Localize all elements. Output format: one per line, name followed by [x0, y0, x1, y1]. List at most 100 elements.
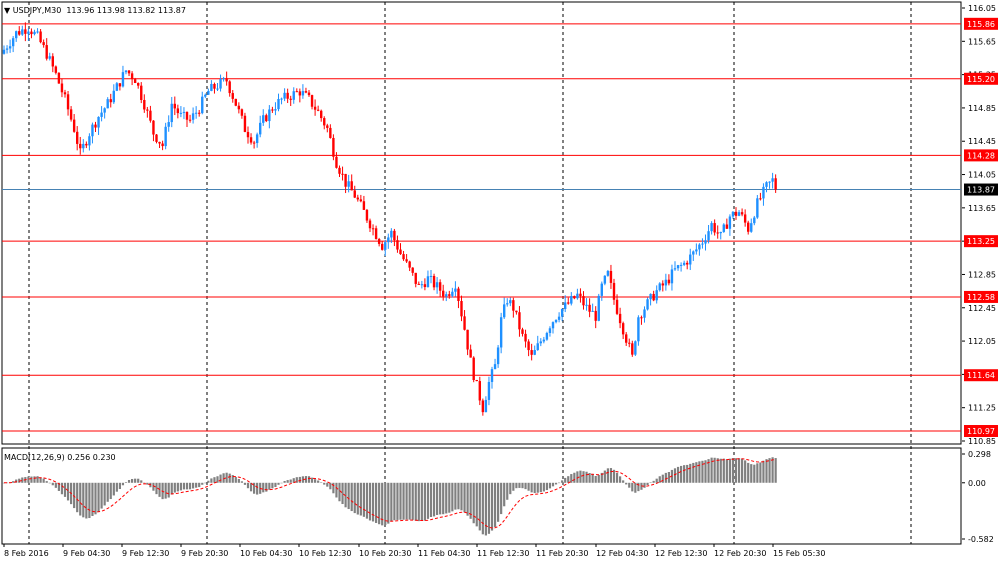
candle-body: [112, 90, 115, 103]
macd-histogram-bar: [487, 482, 491, 534]
candle-body: [152, 120, 155, 135]
candle-body: [48, 56, 51, 59]
macd-histogram-bar: [5, 482, 9, 484]
candle-body: [240, 109, 244, 116]
candle-body: [15, 31, 18, 39]
macd-histogram-bar: [253, 482, 256, 494]
macd-histogram-bar: [564, 477, 567, 483]
macd-signal-line: [4, 458, 776, 529]
candle-body: [509, 300, 512, 304]
candle-body: [438, 282, 442, 291]
level-price-tag: [964, 149, 998, 162]
candle-body: [493, 364, 497, 370]
candle-body: [545, 332, 549, 340]
macd-histogram-bar: [628, 482, 631, 488]
candle-body: [713, 223, 716, 233]
macd-histogram-bar: [375, 482, 378, 523]
macd-histogram-bar: [676, 466, 680, 483]
candle-body: [576, 293, 579, 299]
macd-histogram-bar: [100, 482, 103, 509]
candle-body: [176, 108, 180, 114]
macd-histogram-bar: [277, 482, 280, 485]
candle-body: [618, 313, 622, 324]
macd-histogram-bar: [707, 459, 710, 483]
macd-histogram-bar: [368, 482, 372, 521]
candle-body: [463, 316, 466, 330]
macd-histogram-bar: [85, 482, 88, 519]
candle-body: [637, 317, 640, 342]
candle-body: [8, 46, 12, 49]
macd-histogram-bar: [692, 462, 695, 483]
macd-histogram-bar: [60, 482, 64, 495]
candle-body: [582, 296, 585, 306]
macd-histogram-bar: [600, 472, 603, 483]
macd-histogram-bar: [362, 482, 365, 517]
price-tick-label: 111.25: [968, 404, 996, 413]
candle-body: [161, 143, 164, 147]
macd-histogram-bar: [76, 482, 79, 513]
candle-body: [207, 90, 210, 95]
time-tick-label: 10 Feb 04:30: [240, 549, 292, 558]
candle-body: [234, 98, 237, 106]
macd-histogram-bar: [667, 471, 670, 483]
macd-histogram-bar: [524, 482, 527, 490]
candle-body: [106, 99, 109, 109]
macd-histogram-bar: [381, 482, 384, 526]
candle-body: [393, 230, 396, 241]
macd-histogram-bar: [228, 473, 231, 483]
macd-histogram-bar: [131, 478, 134, 483]
macd-histogram-bar: [661, 474, 664, 483]
macd-histogram-bar: [689, 463, 692, 483]
macd-histogram-bar: [768, 458, 771, 483]
candle-body: [262, 115, 265, 123]
macd-histogram-bar: [750, 464, 753, 483]
candle-body: [390, 230, 393, 238]
candle-body: [121, 72, 125, 87]
candle-body: [682, 262, 686, 265]
candle-body: [402, 254, 405, 260]
candle-body: [201, 96, 204, 114]
macd-histogram-bar: [713, 457, 716, 483]
candle-body: [423, 284, 427, 288]
macd-histogram-bar: [33, 476, 36, 483]
level-price-label: 111.64: [967, 371, 995, 380]
macd-histogram-bar: [469, 482, 472, 519]
macd-histogram-bar: [420, 482, 423, 521]
macd-histogram-bar: [686, 464, 689, 483]
dropdown-triangle-icon[interactable]: ▼: [4, 6, 13, 15]
candle-body: [472, 357, 475, 381]
candle-body: [191, 113, 195, 120]
time-tick-label: 12 Feb 12:30: [655, 549, 707, 558]
candle-body: [503, 304, 506, 318]
candle-body: [329, 127, 332, 138]
macd-histogram-bar: [542, 482, 545, 492]
macd-histogram-bar: [115, 482, 118, 492]
macd-pane-frame: [1, 447, 962, 545]
macd-histogram-bar: [545, 482, 548, 491]
macd-histogram-bar: [213, 477, 216, 483]
macd-histogram-bar: [393, 482, 396, 521]
time-tick-label: 12 Feb 20:30: [714, 549, 766, 558]
candle-body: [594, 310, 597, 321]
candle-body: [115, 83, 119, 91]
candle-body: [588, 304, 591, 312]
macd-histogram-bar: [655, 478, 658, 483]
macd-histogram-bar: [594, 476, 597, 483]
candle-body: [91, 124, 94, 137]
current-price-tag: [964, 183, 998, 196]
macd-histogram-bar: [762, 460, 765, 483]
macd-histogram-bar: [271, 482, 274, 489]
candle-body: [670, 269, 674, 284]
candle-body: [557, 316, 561, 320]
macd-histogram-bar: [481, 482, 484, 535]
macd-histogram-bar: [103, 482, 106, 506]
macd-histogram-bar: [249, 482, 253, 492]
macd-histogram-bar: [734, 458, 738, 483]
candle-body: [384, 242, 387, 250]
macd-histogram-bar: [262, 482, 265, 493]
candle-body: [5, 48, 9, 50]
macd-histogram-bar: [576, 471, 579, 483]
candle-body: [399, 249, 402, 255]
